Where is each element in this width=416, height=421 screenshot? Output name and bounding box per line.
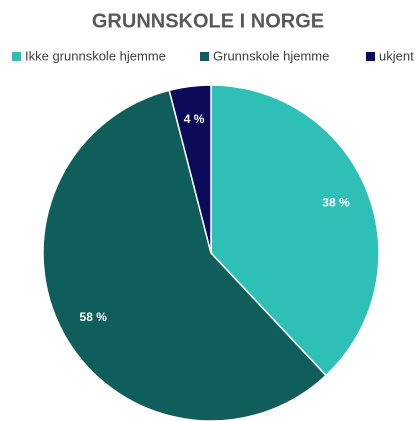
legend-label: Ikke grunnskole hjemme bbox=[25, 48, 166, 63]
pie-slice bbox=[210, 84, 380, 377]
data-label: 4 % bbox=[184, 112, 205, 126]
chart-title: GRUNNSKOLE I NORGE bbox=[92, 10, 324, 32]
data-label: 58 % bbox=[80, 310, 108, 324]
legend-swatch bbox=[12, 52, 21, 61]
legend-swatch bbox=[200, 52, 209, 61]
legend-label: Grunnskole hjemme bbox=[213, 48, 329, 63]
legend-label: ukjent bbox=[379, 48, 414, 63]
data-label: 38 % bbox=[322, 196, 350, 210]
legend-swatch bbox=[366, 52, 375, 61]
pie-slice bbox=[168, 84, 212, 254]
pie-slice bbox=[42, 89, 328, 421]
